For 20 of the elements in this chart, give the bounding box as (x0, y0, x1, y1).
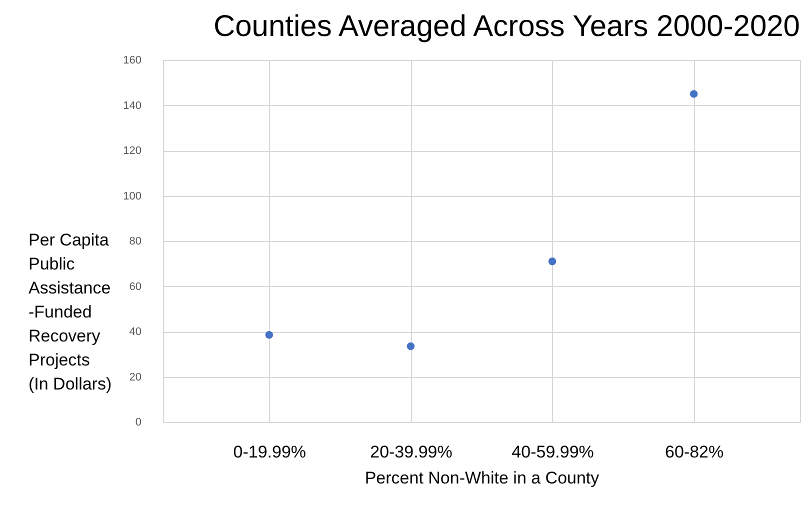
y-tick-label: 60 (129, 280, 142, 293)
x-tick-label: 60-82% (665, 442, 724, 462)
y-tick-label: 40 (129, 326, 142, 338)
point (690, 90, 698, 98)
point (265, 331, 274, 339)
point (406, 342, 415, 350)
x-tick-label: 40-59.99% (512, 442, 594, 462)
y-tick-label: 0 (135, 416, 142, 428)
chart-title: Counties Averaged Across Years 2000-2020 (213, 10, 800, 43)
point (548, 257, 556, 266)
y-axis-title: Per Capita Public Assistance -Funded Recovery Projects (In Dollars) (28, 230, 112, 394)
y-tick-label: 120 (123, 145, 142, 157)
y-tick-label: 20 (129, 371, 142, 384)
y-tick-label: 160 (123, 54, 142, 66)
x-tick-label: 20-39.99% (370, 442, 452, 462)
x-tick-label: 0-19.99% (233, 442, 306, 462)
y-tick-label: 80 (129, 236, 142, 248)
y-tick-label: 100 (123, 190, 142, 202)
y-tick-label: 140 (123, 100, 142, 112)
x-axis-title: Percent Non-White in a County (364, 468, 600, 488)
